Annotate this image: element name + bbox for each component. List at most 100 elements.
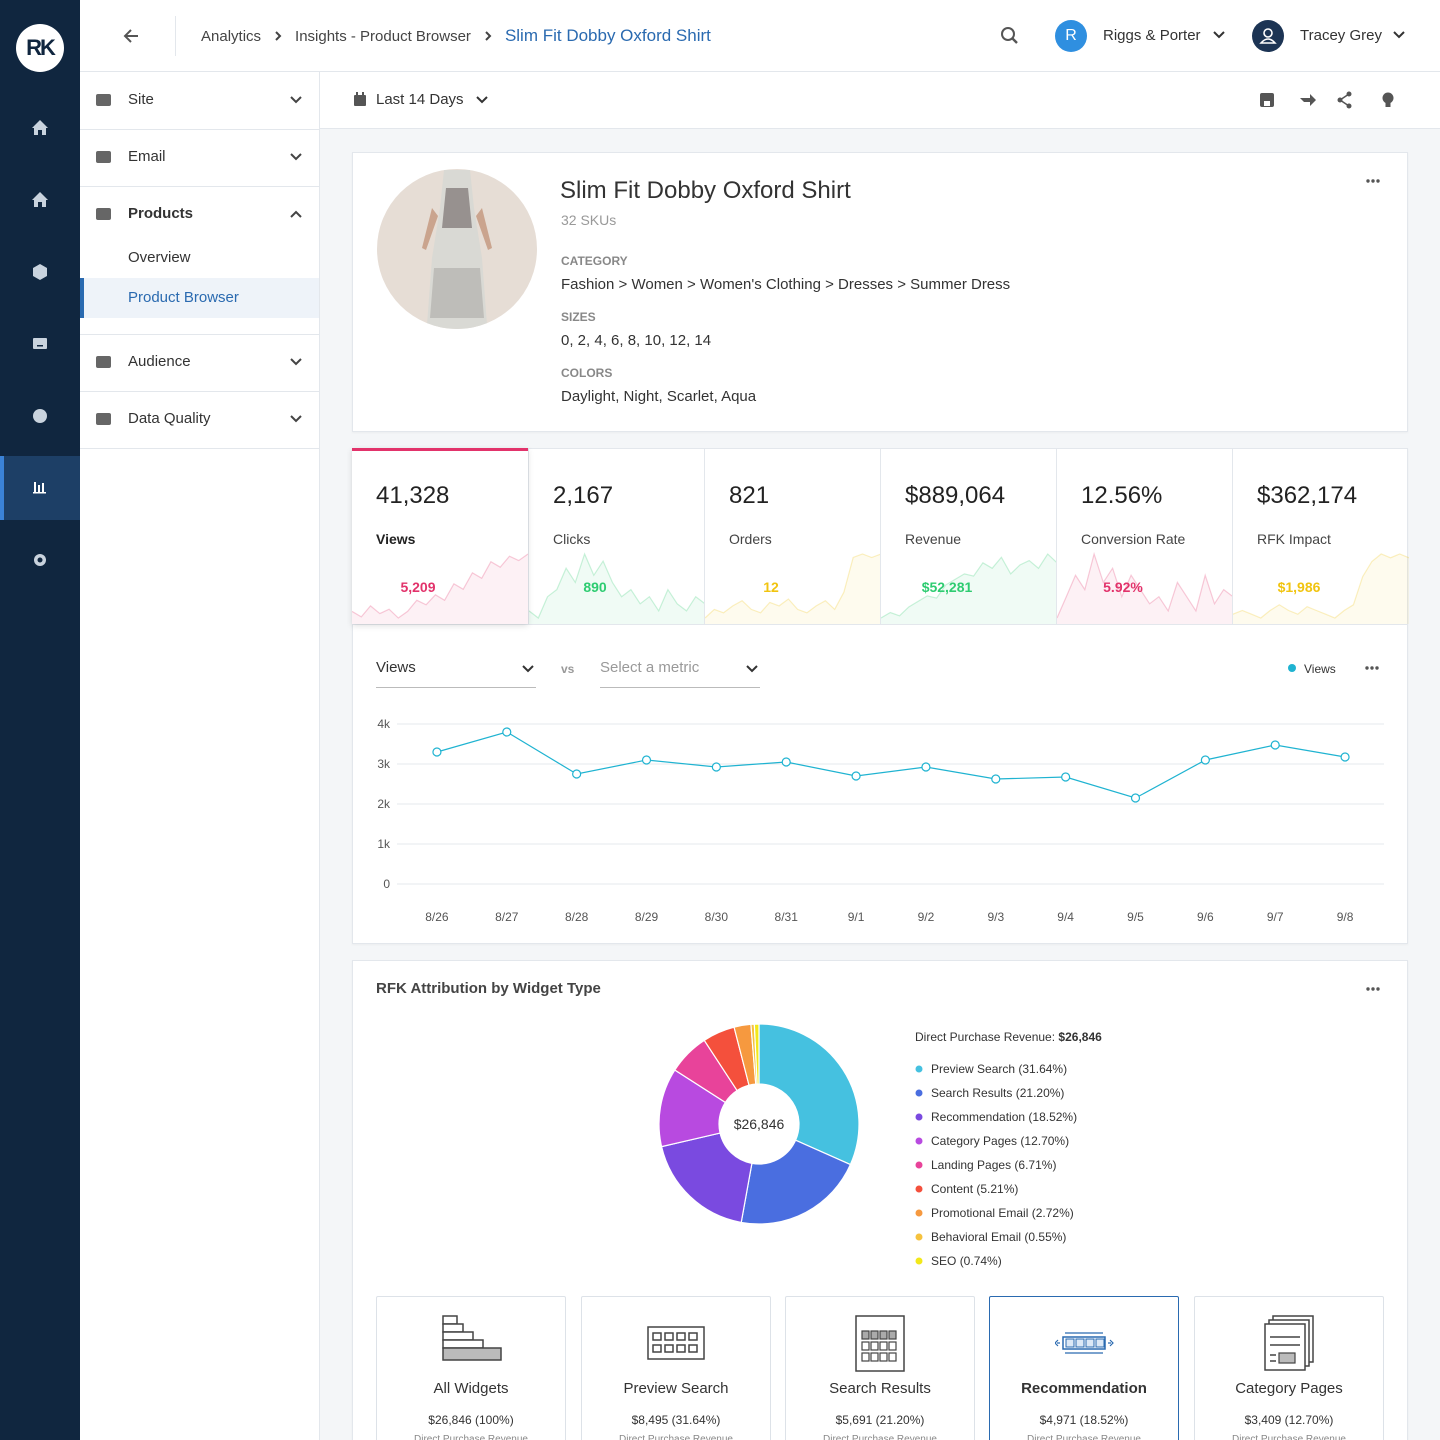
legend-swatch bbox=[915, 1065, 923, 1073]
breadcrumb[interactable]: Analytics bbox=[201, 27, 262, 45]
insight-button[interactable] bbox=[1382, 92, 1394, 104]
legend-item[interactable]: Promotional Email (2.72%) bbox=[931, 1206, 1074, 1220]
breadcrumb[interactable]: Insights - Product Browser bbox=[295, 27, 471, 45]
chevron[interactable] bbox=[290, 357, 302, 367]
account-chevron[interactable] bbox=[1213, 30, 1225, 40]
sparkline-line bbox=[881, 553, 1057, 619]
widget-card[interactable]: Category Pages $3,409 (12.70%) Direct Purc… bbox=[1194, 1296, 1384, 1440]
home-icon[interactable] bbox=[32, 120, 48, 135]
legend-value: (6.71%) bbox=[1014, 1158, 1056, 1172]
icon-cell bbox=[879, 1341, 888, 1351]
y-tick-label: 0 bbox=[383, 877, 390, 891]
nav-item[interactable]: Site bbox=[128, 91, 154, 108]
pie-slice[interactable] bbox=[753, 1023, 760, 1085]
data-point[interactable] bbox=[432, 747, 442, 757]
nav-item[interactable]: Audience bbox=[128, 353, 191, 370]
icon-cell bbox=[870, 1341, 879, 1351]
account-name[interactable]: Riggs & Porter bbox=[1103, 27, 1201, 44]
back-button[interactable] bbox=[120, 26, 144, 46]
kpi-tile[interactable]: $362,174 RFK Impact $1,986 bbox=[1232, 448, 1409, 624]
product-skus: 32 SKUs bbox=[561, 212, 617, 228]
vs-label: vs bbox=[561, 662, 575, 676]
data-point[interactable] bbox=[572, 769, 582, 779]
nav-divider bbox=[80, 334, 319, 335]
legend-swatch bbox=[915, 1209, 923, 1217]
kpi-tile[interactable]: $889,064 Revenue $52,281 bbox=[880, 448, 1057, 624]
icon-cell bbox=[652, 1332, 662, 1341]
data-point[interactable] bbox=[851, 771, 861, 781]
icon-block bbox=[442, 1347, 502, 1361]
widget-sub: Direct Purchase Revenue bbox=[1232, 1434, 1346, 1440]
icon-cell bbox=[888, 1330, 897, 1340]
legend-item[interactable]: Search Results (21.20%) bbox=[931, 1086, 1064, 1100]
data-point[interactable] bbox=[1270, 740, 1280, 750]
data-point[interactable] bbox=[921, 762, 931, 772]
widget-card[interactable]: Search Results $5,691 (21.20%) Direct Purc… bbox=[785, 1296, 975, 1440]
product-image bbox=[377, 169, 537, 329]
export-button[interactable] bbox=[1300, 94, 1316, 106]
data-point[interactable] bbox=[991, 774, 1001, 784]
chevron[interactable] bbox=[290, 414, 302, 424]
home-icon[interactable] bbox=[32, 192, 48, 207]
legend-item[interactable]: SEO (0.74%) bbox=[931, 1254, 1002, 1268]
sparkline-area bbox=[529, 554, 705, 624]
pie-slice[interactable] bbox=[740, 1139, 852, 1225]
kpi-tile[interactable]: 12.56% Conversion Rate 5.92% bbox=[1056, 448, 1233, 624]
legend-item[interactable]: Preview Search (31.64%) bbox=[931, 1062, 1067, 1076]
pie-slice[interactable] bbox=[660, 1132, 753, 1224]
compare-select[interactable]: Select a metric bbox=[600, 659, 760, 688]
data-point[interactable] bbox=[781, 757, 791, 767]
save-button[interactable] bbox=[1260, 93, 1274, 107]
kpi-tile[interactable]: 821 Orders 12 bbox=[704, 448, 881, 624]
sparkline bbox=[529, 552, 705, 624]
nav-item[interactable]: Products bbox=[128, 205, 194, 222]
user-name[interactable]: Tracey Grey bbox=[1300, 27, 1382, 44]
more-menu[interactable] bbox=[1364, 664, 1380, 672]
metric-select[interactable]: Views bbox=[376, 659, 536, 688]
account-avatar[interactable]: R bbox=[1055, 20, 1087, 52]
field-label: CATEGORY bbox=[561, 254, 628, 268]
date-chevron[interactable] bbox=[476, 95, 488, 105]
legend-item[interactable]: Category Pages (12.70%) bbox=[931, 1134, 1069, 1148]
data-point[interactable] bbox=[641, 755, 652, 765]
legend-item[interactable]: Content (5.21%) bbox=[931, 1182, 1018, 1196]
nav-item[interactable]: Data Quality bbox=[128, 410, 211, 427]
nav-subitem[interactable]: Product Browser bbox=[128, 289, 239, 306]
user-chevron[interactable] bbox=[1393, 30, 1405, 40]
pie-slice[interactable] bbox=[758, 1023, 860, 1166]
more-menu[interactable] bbox=[1365, 177, 1381, 185]
chart-icon[interactable] bbox=[34, 482, 36, 492]
icon-cell bbox=[861, 1341, 870, 1351]
search-button[interactable] bbox=[1000, 26, 1020, 46]
logo[interactable]: RK bbox=[16, 24, 64, 72]
data-point[interactable] bbox=[502, 727, 512, 737]
y-tick-label: 4k bbox=[377, 717, 391, 731]
data-point[interactable] bbox=[1061, 772, 1071, 782]
chevron[interactable] bbox=[290, 95, 302, 105]
legend-item[interactable]: Behavioral Email (0.55%) bbox=[931, 1230, 1066, 1244]
nav-item[interactable]: Email bbox=[128, 148, 166, 165]
widget-card[interactable]: All Widgets $26,846 (100%) Direct Purchase… bbox=[376, 1296, 566, 1440]
legend-item[interactable]: Recommendation (18.52%) bbox=[931, 1110, 1077, 1124]
chevron[interactable] bbox=[290, 209, 302, 219]
kpi-tile[interactable]: 41,328 Views 5,209 bbox=[352, 448, 528, 624]
globe-icon[interactable] bbox=[33, 409, 47, 423]
more-menu[interactable] bbox=[1365, 985, 1381, 993]
kpi-tile[interactable]: 2,167 Clicks 890 bbox=[528, 448, 705, 624]
data-point[interactable] bbox=[1130, 793, 1141, 803]
mail-icon[interactable] bbox=[33, 338, 47, 349]
data-point[interactable] bbox=[1340, 752, 1350, 762]
nav-subitem[interactable]: Overview bbox=[128, 249, 191, 266]
box-icon[interactable] bbox=[33, 264, 47, 280]
legend-label: Views bbox=[1304, 662, 1336, 676]
nav-rail: RK bbox=[0, 0, 80, 1440]
kpi-value: 2,167 bbox=[553, 482, 614, 509]
widget-card[interactable]: Preview Search $8,495 (31.64%) Direct Purc… bbox=[581, 1296, 771, 1440]
chevron[interactable] bbox=[290, 152, 302, 162]
user-avatar[interactable] bbox=[1252, 20, 1284, 52]
date-range[interactable]: Last 14 Days bbox=[376, 91, 464, 108]
data-point[interactable] bbox=[1200, 755, 1210, 765]
legend-item[interactable]: Landing Pages (6.71%) bbox=[931, 1158, 1056, 1172]
data-point[interactable] bbox=[711, 762, 721, 772]
widget-card[interactable]: Recommendation $4,971 (18.52%) Direct Purc… bbox=[989, 1296, 1179, 1440]
